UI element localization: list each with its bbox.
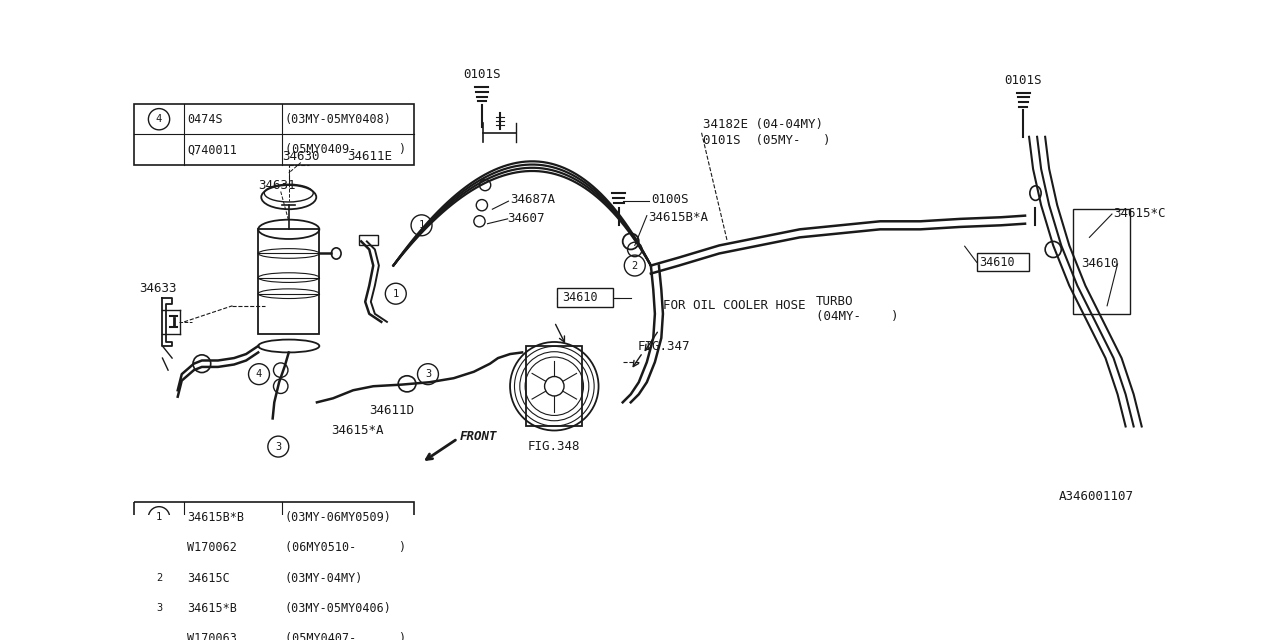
Text: Q740011: Q740011	[187, 143, 237, 156]
Text: 2: 2	[156, 573, 163, 583]
Bar	[977, 253, 1029, 271]
Text: 34615*B: 34615*B	[187, 602, 237, 615]
Text: 0101S: 0101S	[463, 68, 500, 81]
Text: 34610: 34610	[1082, 257, 1119, 271]
Text: 3: 3	[275, 442, 282, 452]
Text: FIG.348: FIG.348	[529, 440, 581, 453]
Text: 1: 1	[156, 512, 163, 522]
Bar	[134, 104, 415, 164]
Bar	[526, 346, 582, 426]
Text: 4: 4	[156, 114, 163, 124]
Bar	[259, 229, 319, 334]
Text: (03MY-06MY0509): (03MY-06MY0509)	[285, 511, 392, 524]
Text: 34631: 34631	[259, 179, 296, 191]
Text: (06MY0510-      ): (06MY0510- )	[285, 541, 406, 554]
Text: 34687A: 34687A	[509, 193, 556, 206]
Text: (05MY0409-      ): (05MY0409- )	[285, 143, 406, 156]
Text: FRONT: FRONT	[461, 431, 498, 444]
Text: (03MY-04MY): (03MY-04MY)	[285, 572, 364, 584]
Text: A346001107: A346001107	[1059, 490, 1134, 503]
Text: 34607: 34607	[508, 212, 545, 225]
Text: (03MY-05MY0406): (03MY-05MY0406)	[285, 602, 392, 615]
Text: 34610: 34610	[979, 256, 1015, 269]
Text: 34610: 34610	[562, 291, 598, 304]
Bar	[134, 502, 415, 640]
Text: 34633: 34633	[138, 282, 177, 294]
Text: (05MY0407-      ): (05MY0407- )	[285, 632, 406, 640]
Text: FOR OIL COOLER HOSE: FOR OIL COOLER HOSE	[663, 300, 805, 312]
Text: 1: 1	[419, 220, 425, 230]
Text: 0101S: 0101S	[1005, 74, 1042, 87]
Text: 34615*A: 34615*A	[332, 424, 384, 437]
Bar	[358, 235, 378, 244]
Text: 4: 4	[256, 369, 262, 379]
Text: 34611D: 34611D	[369, 404, 415, 417]
Text: 34615B*B: 34615B*B	[187, 511, 244, 524]
Text: 34182E (04-04MY): 34182E (04-04MY)	[703, 118, 823, 131]
Text: 0100S: 0100S	[650, 193, 689, 206]
Text: TURBO: TURBO	[815, 295, 854, 308]
Text: 34615*C: 34615*C	[1114, 207, 1166, 220]
Text: FIG.347: FIG.347	[637, 339, 690, 353]
Text: 0474S: 0474S	[187, 113, 223, 125]
Bar	[1074, 209, 1130, 314]
Text: 34615B*A: 34615B*A	[649, 211, 708, 224]
Text: W170063: W170063	[187, 632, 237, 640]
Text: 2: 2	[631, 260, 637, 271]
Text: W170062: W170062	[187, 541, 237, 554]
Text: 34630: 34630	[282, 150, 320, 163]
Text: (03MY-05MY0408): (03MY-05MY0408)	[285, 113, 392, 125]
Text: 3: 3	[425, 369, 431, 379]
Text: 3: 3	[156, 604, 163, 614]
Text: 1: 1	[393, 289, 399, 299]
Text: 0101S  (05MY-   ): 0101S (05MY- )	[703, 134, 831, 147]
Text: 34611E: 34611E	[347, 150, 392, 163]
Text: (04MY-    ): (04MY- )	[815, 310, 899, 323]
Text: 34615C: 34615C	[187, 572, 229, 584]
Bar	[557, 288, 613, 307]
